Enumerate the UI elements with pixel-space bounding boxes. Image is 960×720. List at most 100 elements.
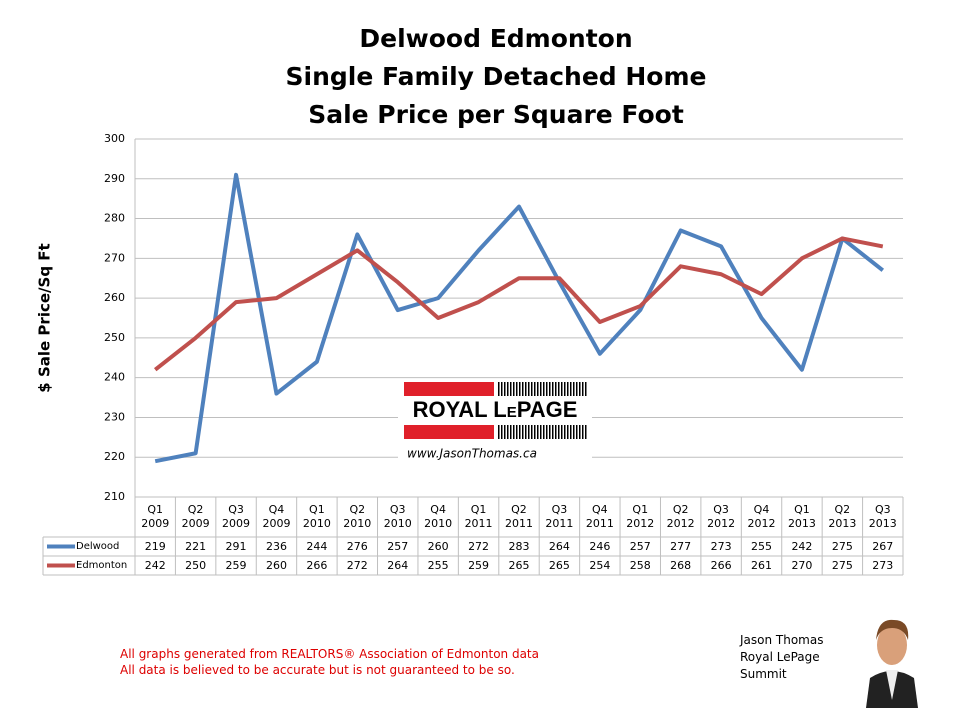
chart-title: Delwood Edmonton (359, 24, 632, 53)
photo-hair (876, 619, 909, 640)
barcode-line (558, 425, 560, 439)
x-tick-label: Q4 2009 (262, 503, 291, 530)
table-value: 264 (387, 558, 409, 572)
plot: 210 220 230 240 250 260 270 280 290 300 (42, 132, 904, 576)
y-tick-label: 240 (104, 371, 125, 384)
barcode-line (552, 382, 554, 396)
barcode-line (525, 382, 527, 396)
table-value: 257 (629, 539, 651, 553)
table-value: 291 (225, 539, 247, 553)
x-tick-label: Q4 2012 (747, 503, 776, 530)
barcode-line (549, 425, 551, 439)
chart-subtitle: Single Family Detached Home (286, 62, 707, 91)
barcode-line (510, 382, 512, 396)
table-value: 254 (589, 558, 611, 572)
table-value: 250 (185, 558, 207, 572)
logo-text: ROYAL LePAGE (413, 397, 578, 422)
table-value: 242 (144, 558, 166, 572)
barcode-line (525, 425, 527, 439)
barcode-line (570, 425, 572, 439)
x-tick-label: Q2 2011 (504, 503, 533, 530)
x-tick-label: Q1 2011 (464, 503, 493, 530)
logo: ROYAL LePAGE www.JasonThomas.ca (398, 380, 592, 461)
barcode-line (513, 382, 515, 396)
barcode-line (498, 425, 500, 439)
table-value: 246 (589, 539, 611, 553)
x-tick-label: Q3 2011 (545, 503, 574, 530)
agent-photo (866, 612, 918, 708)
barcode-line (567, 382, 569, 396)
agent-office: Summit (740, 667, 787, 681)
x-tick-label: Q1 2013 (787, 503, 816, 530)
barcode-line (579, 382, 581, 396)
barcode-line (504, 382, 506, 396)
barcode-line (576, 425, 578, 439)
table-value: 264 (548, 539, 570, 553)
barcode-line (522, 382, 524, 396)
y-tick-label: 270 (104, 251, 125, 264)
barcode-line (522, 425, 524, 439)
photo-shirt (886, 670, 898, 700)
y-tick-label: 250 (104, 331, 125, 344)
barcode-line (519, 382, 521, 396)
table-value: 266 (710, 558, 732, 572)
x-tick-label: Q3 2013 (868, 503, 897, 530)
barcode-line (552, 425, 554, 439)
barcode-line (537, 382, 539, 396)
photo-face (877, 625, 907, 665)
barcode-line (516, 382, 518, 396)
x-tick-label: Q2 2009 (181, 503, 210, 530)
barcode-line (573, 382, 575, 396)
barcode-line (540, 425, 542, 439)
table-value: 258 (629, 558, 651, 572)
logo-bar (404, 382, 494, 396)
y-axis-label: $ Sale Price/Sq Ft (36, 243, 54, 392)
agent-name: Jason Thomas (740, 633, 824, 647)
table-value: 244 (306, 539, 328, 553)
logo-bar (404, 425, 494, 439)
table-value: 272 (346, 558, 368, 572)
agent-company: Royal LePage (740, 650, 820, 664)
barcode-line (555, 425, 557, 439)
table-value: 273 (872, 558, 894, 572)
barcode-line (567, 425, 569, 439)
table-value: 260 (265, 558, 287, 572)
y-tick-label: 210 (104, 490, 125, 503)
barcode-line (531, 425, 533, 439)
barcode-line (582, 382, 584, 396)
barcode-line (549, 382, 551, 396)
y-tick-label: 220 (104, 450, 125, 463)
barcode-line (579, 425, 581, 439)
series-line (154, 172, 885, 464)
barcode-line (537, 425, 539, 439)
barcode-line (519, 425, 521, 439)
barcode-line (573, 425, 575, 439)
barcode-line (570, 382, 572, 396)
table-value: 261 (751, 558, 773, 572)
barcode-line (501, 425, 503, 439)
barcode-line (534, 382, 536, 396)
table-value: 242 (791, 539, 813, 553)
barcode-line (501, 382, 503, 396)
table-value: 259 (225, 558, 247, 572)
barcode-line (585, 425, 587, 439)
barcode-line (510, 425, 512, 439)
x-tick-label: Q4 2011 (585, 503, 614, 530)
y-tick-label: 230 (104, 410, 125, 423)
y-tick-label: 280 (104, 212, 125, 225)
x-tick-label: Q1 2012 (626, 503, 655, 530)
y-tick-label: 300 (104, 132, 125, 145)
barcode-line (585, 382, 587, 396)
barcode-line (546, 382, 548, 396)
barcode-line (507, 425, 509, 439)
barcode-line (528, 382, 530, 396)
barcode-line (561, 382, 563, 396)
barcode-line (498, 382, 500, 396)
y-tick-label: 290 (104, 172, 125, 185)
x-tick-label: Q2 2013 (828, 503, 857, 530)
table-value: 260 (427, 539, 449, 553)
table-value: 266 (306, 558, 328, 572)
table-value: 275 (831, 539, 853, 553)
